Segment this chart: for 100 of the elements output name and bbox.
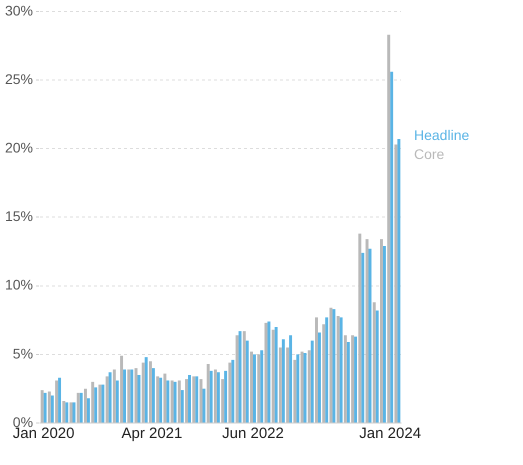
bar: [127, 369, 130, 422]
bar: [250, 352, 253, 422]
bar: [361, 252, 364, 422]
bar: [282, 339, 285, 422]
bar: [228, 362, 232, 422]
bar: [170, 380, 174, 422]
bar: [329, 308, 332, 422]
bar: [101, 384, 104, 422]
bar: [120, 356, 124, 422]
bar: [178, 380, 181, 422]
bar: [188, 374, 191, 422]
bar: [148, 361, 152, 422]
bar: [286, 348, 290, 422]
bar: [200, 379, 202, 422]
bar: [98, 384, 102, 422]
bar: [116, 380, 119, 422]
bar: [84, 388, 87, 422]
bar: [315, 317, 318, 422]
bar: [216, 372, 220, 422]
bar: [346, 342, 350, 422]
bar: [304, 353, 306, 422]
bar: [274, 326, 278, 422]
bar: [351, 335, 354, 422]
bar: [387, 34, 390, 422]
bar: [62, 401, 66, 422]
bar: [80, 392, 83, 422]
bar: [368, 248, 372, 422]
bar: [236, 335, 239, 422]
bar: [40, 390, 44, 422]
x-tick-label: Jan 2024: [359, 425, 422, 442]
bar: [91, 382, 94, 422]
bar: [380, 239, 383, 422]
bar: [174, 382, 177, 422]
bar: [55, 380, 58, 422]
bar: [86, 398, 90, 422]
bar: [195, 376, 198, 422]
y-tick-label: 15%: [4, 208, 34, 224]
bar: [142, 362, 145, 422]
bar: [48, 391, 51, 422]
bar: [152, 368, 155, 422]
bar: [318, 332, 321, 422]
bar: [50, 396, 54, 422]
bar: [206, 364, 210, 422]
bar: [106, 376, 109, 422]
bar: [108, 372, 112, 422]
bar: [163, 374, 166, 422]
bar: [289, 335, 292, 422]
bar: [394, 144, 398, 422]
series-label: Headline: [414, 126, 470, 145]
bar: [156, 376, 160, 422]
bar: [123, 369, 126, 422]
bar: [166, 380, 170, 422]
bar: [354, 336, 358, 422]
bar: [325, 317, 328, 422]
bar: [390, 72, 394, 422]
bar: [397, 138, 400, 422]
bar: [185, 379, 188, 422]
bar: [308, 350, 311, 422]
bar: [94, 387, 98, 422]
bar: [293, 360, 296, 422]
bar: [278, 348, 282, 422]
bar: [366, 239, 369, 422]
bar: [231, 360, 234, 422]
bar: [210, 370, 213, 422]
bar: [267, 321, 270, 422]
bar: [264, 322, 268, 422]
bar: [382, 246, 386, 422]
bar: [214, 369, 217, 422]
bar: [144, 357, 148, 422]
bar: [72, 402, 76, 422]
bar: [253, 354, 256, 422]
bar: [332, 309, 336, 422]
bar: [300, 352, 304, 422]
bar: [159, 378, 162, 422]
bar: [376, 310, 379, 422]
bar: [134, 368, 138, 422]
bar: [202, 388, 206, 422]
bar: [221, 379, 224, 422]
bar: [112, 369, 116, 422]
bar: [137, 374, 140, 422]
bar: [70, 402, 73, 422]
bar: [344, 335, 347, 422]
y-tick-label: 30%: [4, 2, 34, 18]
bar: [340, 317, 343, 422]
bar: [322, 324, 326, 422]
y-tick-label: 5%: [12, 345, 34, 362]
bar: [58, 378, 62, 422]
bar: [260, 350, 264, 422]
bar: [180, 390, 184, 422]
x-tick-label: Apr 2021: [121, 425, 182, 442]
bar: [272, 330, 275, 422]
y-tick-label: 20%: [4, 139, 34, 156]
y-tick-label: 10%: [4, 276, 34, 293]
series-label: Core: [414, 145, 446, 164]
bar: [358, 234, 362, 422]
bar: [242, 331, 246, 422]
bar: [238, 331, 242, 422]
bar: [336, 316, 340, 422]
x-tick-label: Jun 2022: [222, 425, 284, 442]
bar: [44, 392, 47, 422]
